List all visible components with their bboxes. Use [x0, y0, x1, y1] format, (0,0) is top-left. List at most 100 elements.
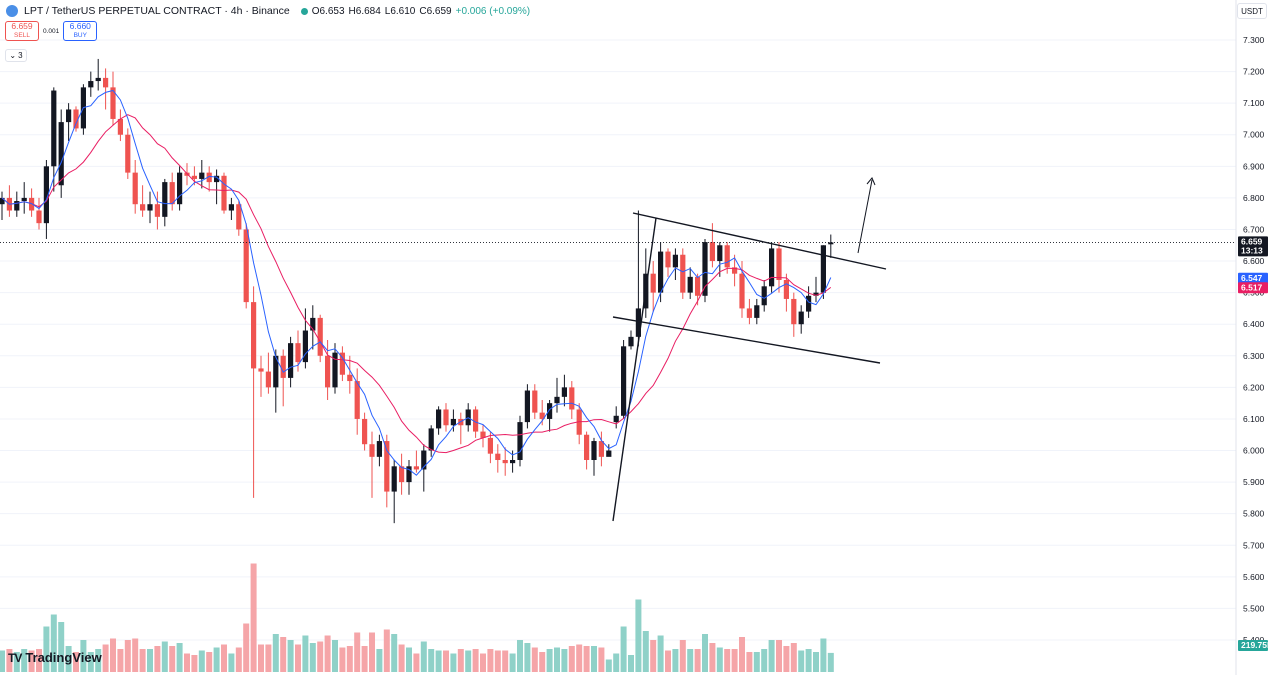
- candle: [302, 308, 308, 369]
- volume-bar: [635, 599, 642, 672]
- candle: [695, 273, 701, 306]
- candle: [132, 160, 138, 214]
- volume-bar: [376, 649, 383, 672]
- volume-bar: [280, 637, 287, 672]
- candle: [413, 450, 419, 473]
- indicators-toggle[interactable]: ⌄ 3: [5, 49, 27, 62]
- currency-button[interactable]: USDT: [1237, 3, 1267, 19]
- volume-bar: [221, 644, 227, 672]
- volume-bar: [302, 635, 309, 672]
- trade-panel: 6.659 SELL 0.001 6.660 BUY: [5, 21, 98, 41]
- volume-bar: [43, 626, 50, 672]
- candle-body: [66, 109, 72, 123]
- ma-fast-tag-text: 6.547: [1241, 273, 1263, 283]
- last-price-tag-text: 13:13: [1241, 245, 1263, 255]
- candle: [88, 71, 94, 97]
- volume-tag-text: 219.75K: [1241, 640, 1274, 650]
- volume-bar: [746, 652, 753, 672]
- price-tick-label: 6.100: [1243, 414, 1265, 424]
- flagpole-line: [612, 217, 657, 522]
- price-tick-label: 6.700: [1243, 224, 1265, 234]
- candle: [21, 182, 27, 214]
- volume-bar: [0, 650, 5, 672]
- volume-bar: [457, 649, 464, 672]
- candle: [450, 409, 456, 432]
- volume-bar: [650, 640, 657, 672]
- candle: [754, 298, 760, 325]
- volume-bar: [58, 622, 65, 672]
- candle-body: [295, 343, 301, 363]
- candle: [591, 437, 597, 476]
- candle-body: [177, 172, 183, 205]
- symbol-title[interactable]: LPT / TetherUS PERPETUAL CONTRACT · 4h ·…: [24, 5, 290, 17]
- candle: [384, 434, 390, 508]
- volume-bar: [184, 653, 190, 672]
- volume-bar: [761, 649, 768, 672]
- candle-body: [384, 441, 390, 492]
- candle: [487, 431, 493, 464]
- volume-bar: [243, 623, 250, 672]
- candle-body: [539, 412, 545, 419]
- candle: [117, 109, 123, 142]
- candle-body: [532, 390, 538, 413]
- candle: [650, 261, 656, 312]
- volume-bar: [517, 640, 523, 672]
- volume-bar: [250, 563, 257, 672]
- volume-bar: [176, 643, 183, 672]
- volume-bar: [679, 640, 686, 672]
- candle-body: [621, 346, 627, 416]
- candle: [569, 381, 575, 419]
- volume-bar: [147, 649, 153, 672]
- volume-bar: [665, 650, 671, 672]
- sell-button[interactable]: 6.659 SELL: [5, 21, 39, 41]
- candle: [0, 191, 5, 220]
- volume-bar: [776, 640, 782, 672]
- candle-body: [251, 302, 257, 369]
- volume-bar: [524, 643, 531, 672]
- volume-bar: [657, 635, 664, 672]
- candle: [480, 425, 486, 448]
- price-tick-label: 7.100: [1243, 98, 1265, 108]
- candle: [532, 384, 538, 419]
- trendline-drawings: [612, 177, 887, 522]
- candle-body: [258, 368, 264, 372]
- candle-body: [273, 355, 279, 388]
- candle-body: [199, 172, 205, 179]
- volume-bars: [0, 563, 834, 672]
- tradingview-logo[interactable]: TV TradingView: [8, 650, 102, 665]
- candle-body: [0, 197, 5, 205]
- candle: [251, 286, 257, 498]
- candle-body: [140, 204, 146, 211]
- candle-body: [376, 441, 382, 457]
- candle: [665, 248, 671, 277]
- volume-bar: [465, 650, 472, 672]
- flag-lower-trendline: [612, 316, 881, 364]
- coin-logo-icon: [6, 5, 18, 17]
- candle-body: [280, 355, 286, 378]
- volume-bar: [398, 644, 405, 672]
- volume-bar: [124, 640, 131, 672]
- buy-button[interactable]: 6.660 BUY: [63, 21, 98, 41]
- candle-body: [761, 286, 767, 306]
- candle-body: [487, 437, 493, 454]
- volume-bar: [561, 649, 568, 672]
- volume-bar: [6, 649, 13, 672]
- candle-body: [332, 352, 338, 388]
- candle-body: [88, 81, 94, 88]
- candle: [362, 412, 368, 451]
- price-tick-label: 7.200: [1243, 67, 1265, 77]
- candle-body: [29, 197, 35, 211]
- candle: [798, 305, 804, 334]
- candle: [561, 374, 567, 407]
- projection-arrow-line: [857, 179, 873, 254]
- candle: [51, 87, 57, 192]
- volume-bar: [768, 640, 775, 672]
- volume-bar: [598, 647, 605, 672]
- volume-bar: [346, 646, 353, 672]
- candle: [524, 384, 530, 429]
- volume-bar: [28, 650, 35, 672]
- volume-bar: [228, 653, 235, 672]
- volume-bar: [642, 631, 649, 672]
- candle: [791, 292, 797, 337]
